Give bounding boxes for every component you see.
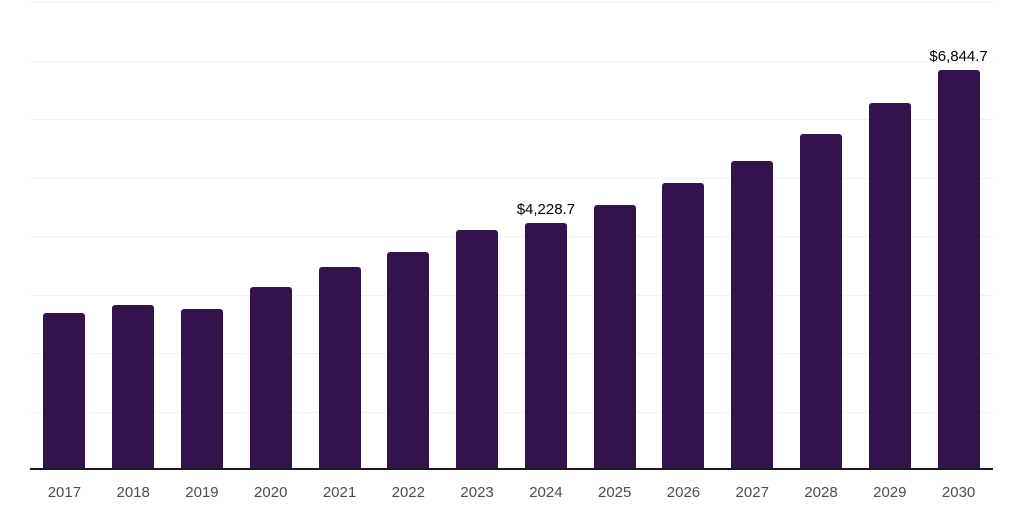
x-axis-label-2019: 2019: [185, 484, 219, 501]
x-axis-label-2024: 2024: [529, 484, 563, 501]
bar-2018: [112, 305, 155, 470]
bar-2022: [387, 252, 430, 470]
x-axis-label-2021: 2021: [322, 484, 357, 501]
bar-2021: [318, 267, 361, 470]
bar-2028: [800, 133, 843, 470]
x-axis-line: [30, 468, 993, 470]
x-axis-label-2023: 2023: [460, 484, 494, 501]
bar-value-label-2030: $6,844.7: [929, 47, 988, 65]
x-axis-label-2029: 2029: [873, 484, 907, 501]
x-axis-label-2022: 2022: [391, 484, 425, 501]
x-axis-label-2030: 2030: [941, 484, 976, 501]
x-axis-label-2018: 2018: [116, 484, 150, 501]
bar-2030: [937, 69, 980, 470]
x-axis-label-2026: 2026: [666, 484, 701, 501]
gridline: [30, 294, 993, 296]
gridline: [30, 353, 993, 354]
x-axis-label-2017: 2017: [47, 484, 82, 501]
gridline: [30, 177, 993, 179]
gridline: [30, 60, 993, 62]
bar-2020: [249, 286, 292, 470]
bar-2017: [43, 312, 86, 470]
gridline: [30, 2, 993, 3]
bar-2027: [731, 161, 774, 470]
bar-2026: [662, 183, 705, 470]
bar-2024: [524, 222, 567, 470]
bar-2019: [180, 309, 223, 470]
bar-2029: [868, 102, 911, 470]
gridline: [30, 119, 993, 120]
bar-2023: [456, 230, 499, 470]
bar-2025: [593, 204, 636, 470]
x-axis-label-2027: 2027: [735, 484, 769, 501]
x-axis-label-2028: 2028: [804, 484, 838, 501]
x-axis-label-2025: 2025: [597, 484, 632, 501]
gridline: [30, 411, 993, 413]
bar-value-label-2024: $4,228.7: [516, 200, 576, 218]
gridline: [30, 236, 993, 237]
x-axis-label-2020: 2020: [254, 484, 288, 501]
